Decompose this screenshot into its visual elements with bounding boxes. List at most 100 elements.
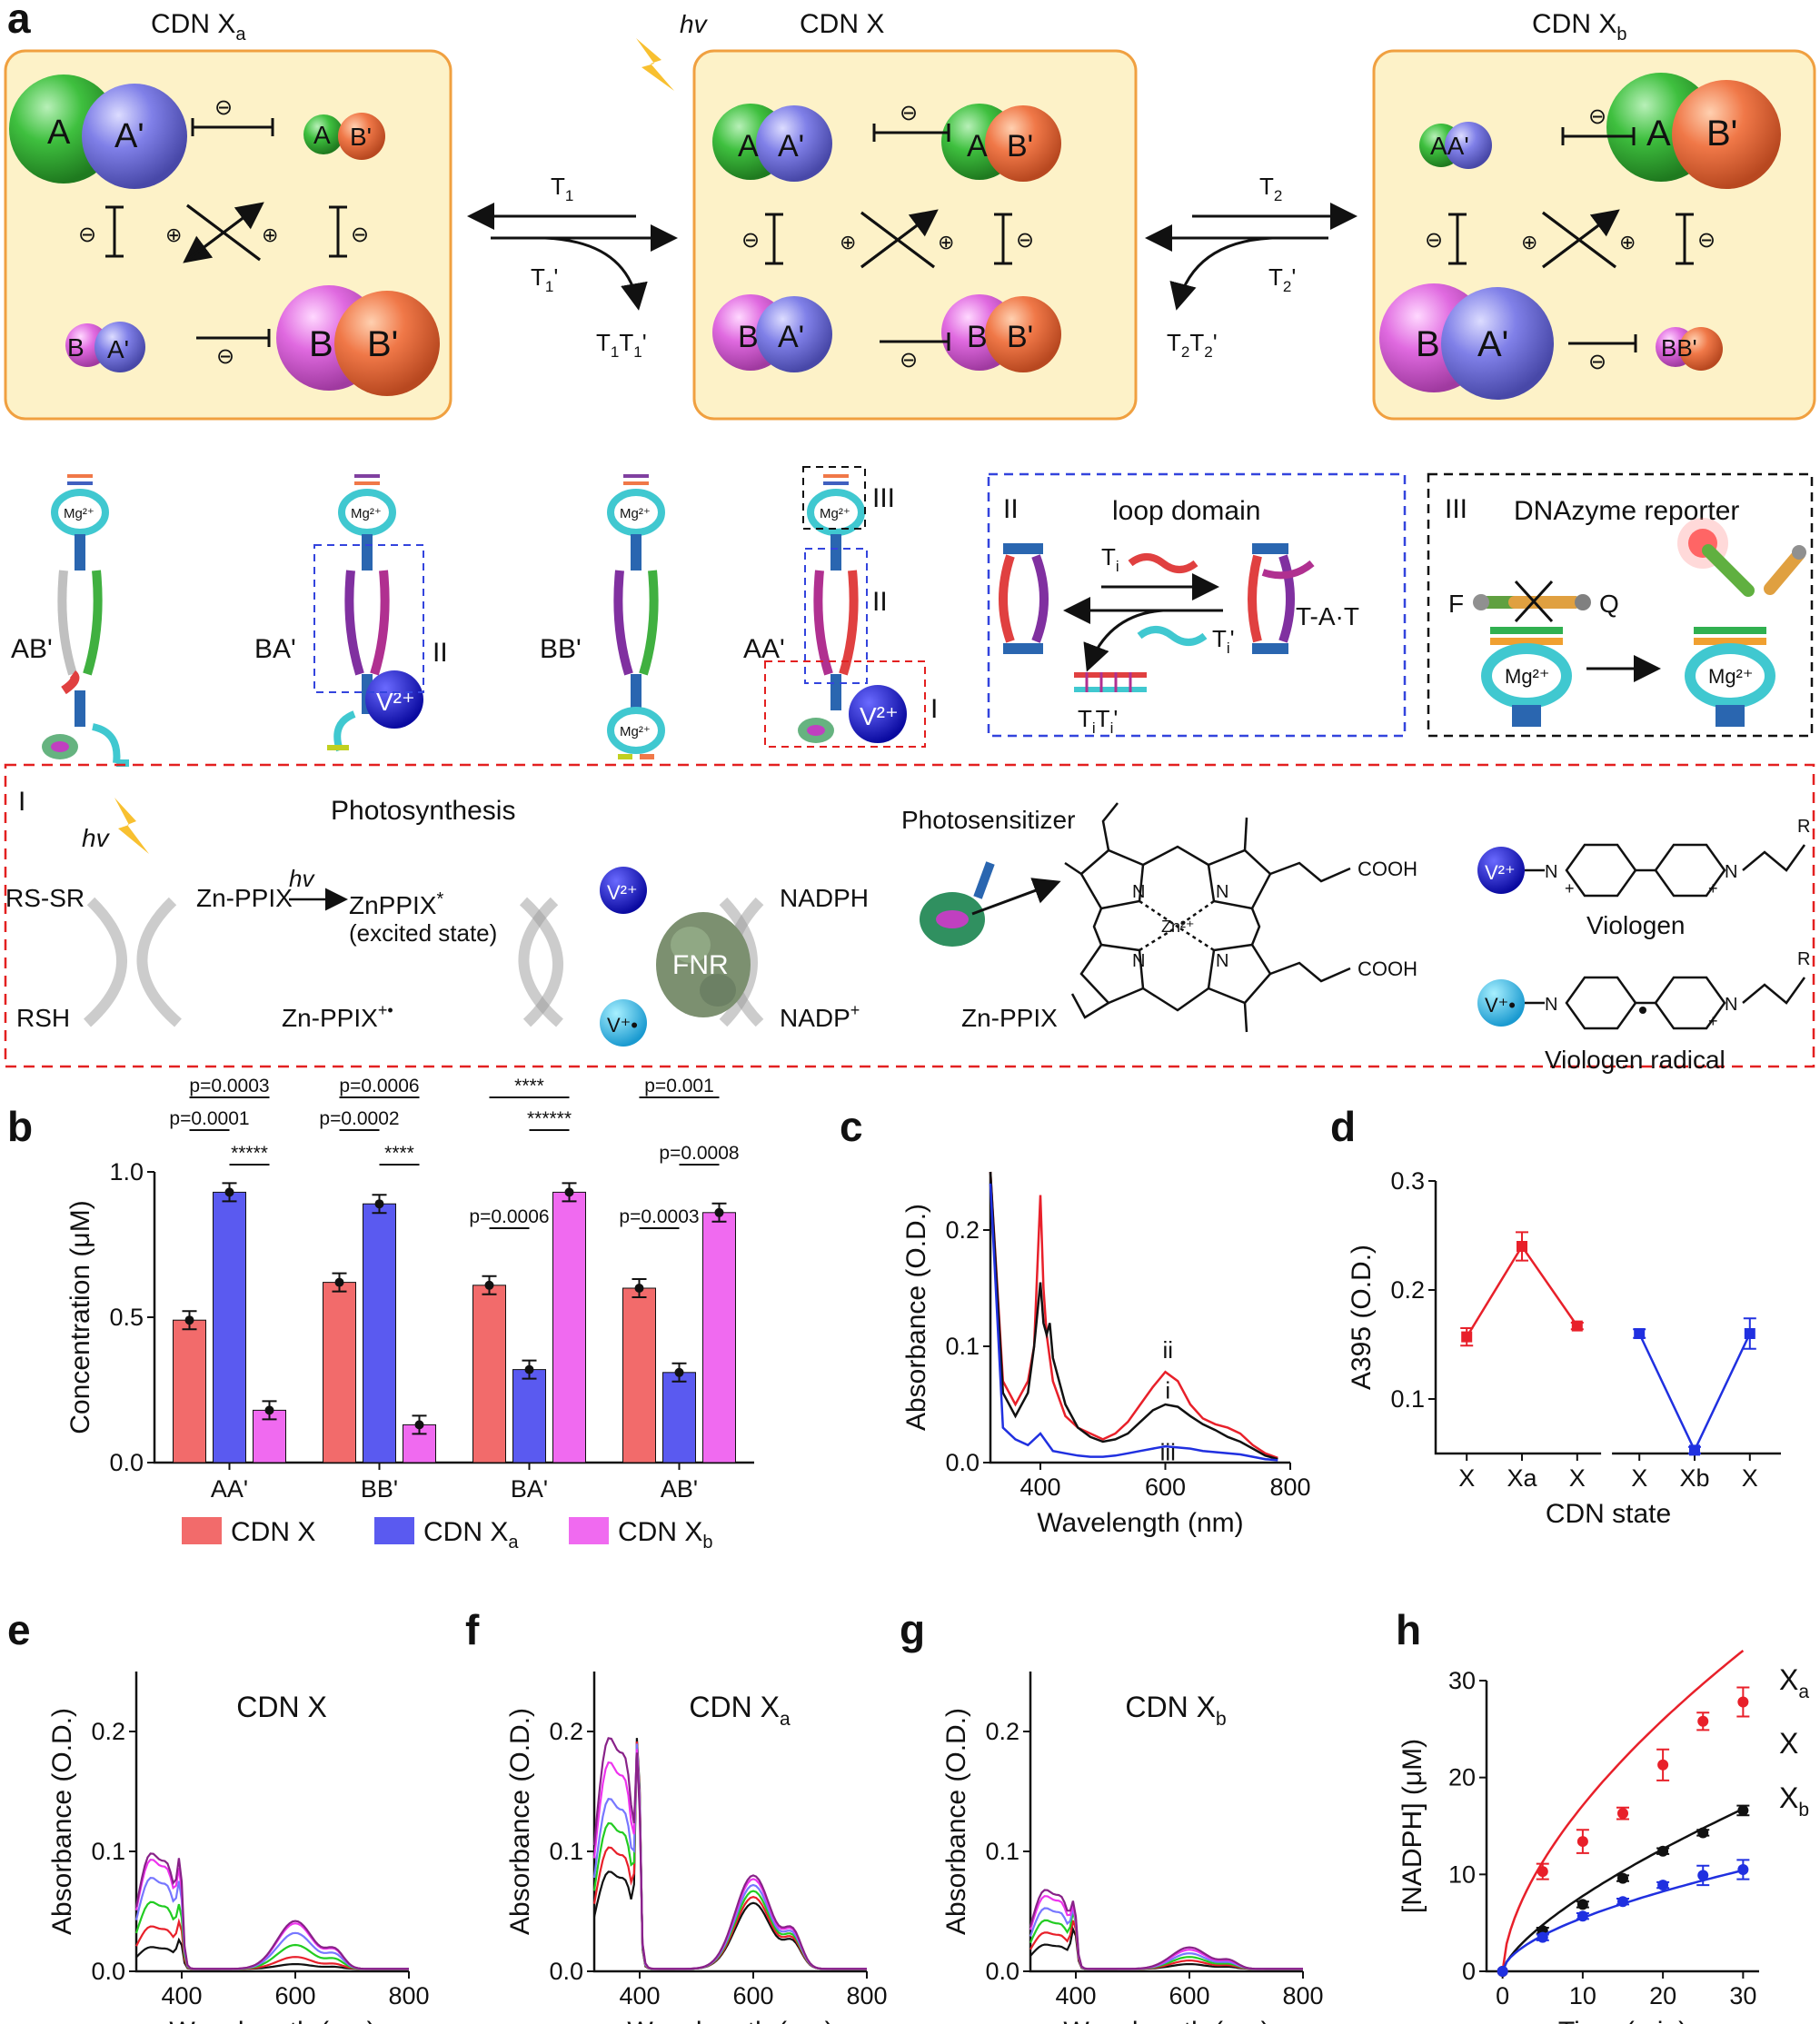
x-axis-label: CDN state xyxy=(1546,1499,1671,1529)
zn2-label: Zn²⁺ xyxy=(1161,918,1195,936)
series-label: Xa xyxy=(1779,1663,1809,1702)
construct-label-ABp: AB' xyxy=(11,634,53,664)
loop-domain-title: loop domain xyxy=(1112,496,1260,526)
axis-break xyxy=(1601,1446,1613,1461)
roman-II: II xyxy=(1003,494,1019,524)
znppix-star-label: ZnPPIX* xyxy=(349,889,443,919)
y-tick-label: 10 xyxy=(1448,1860,1476,1888)
x-tick-label: 400 xyxy=(161,1982,202,2009)
significance-label: p=0.0002 xyxy=(319,1108,399,1129)
node-label: B xyxy=(67,333,85,362)
node-label: B' xyxy=(1007,129,1033,164)
plus-label: + xyxy=(1708,1012,1718,1030)
axis-line xyxy=(1485,1681,1759,1973)
loop-open-glyph xyxy=(999,543,1049,654)
T2T2p-label: T2T2' xyxy=(1167,329,1218,361)
node-label: A xyxy=(47,114,71,152)
dnazyme-title: DNAzyme reporter xyxy=(1514,496,1739,526)
inhibit-symbol: ⊖ xyxy=(900,101,918,125)
activate-symbol: ⊕ xyxy=(1619,231,1636,253)
significance-label: p=0.0008 xyxy=(659,1143,739,1164)
lightning-icon xyxy=(636,38,674,91)
R-label: R xyxy=(1797,817,1810,837)
data-point xyxy=(564,1187,574,1197)
R-label: R xyxy=(1797,949,1810,969)
mg-label: Mg²⁺ xyxy=(1708,665,1754,688)
T1-label: T1 xyxy=(551,173,573,204)
data-point xyxy=(1737,1696,1749,1708)
sphere-Ap xyxy=(82,84,187,189)
bar xyxy=(472,1285,506,1463)
data-point xyxy=(1657,1759,1669,1771)
y-tick-label: 0.1 xyxy=(91,1838,125,1865)
node-label: A' xyxy=(107,335,129,363)
activate-symbol: ⊕ xyxy=(165,223,182,246)
znppix-label: Zn-PPIX xyxy=(196,884,293,912)
y-tick-label: 0.2 xyxy=(985,1718,1019,1745)
x-tick-label: 400 xyxy=(1019,1473,1060,1501)
construct-ABp: Mg²⁺ xyxy=(42,474,129,767)
activate-symbol: ⊕ xyxy=(1521,231,1537,253)
y-tick-label: 0.1 xyxy=(1390,1385,1425,1413)
node-label: AA' xyxy=(1430,132,1469,160)
photosynthesis-title: Photosynthesis xyxy=(331,796,515,826)
axis-line xyxy=(1434,1181,1781,1455)
y-tick-label: 0.5 xyxy=(109,1304,144,1331)
porphyrin-structure xyxy=(1064,802,1351,1033)
T1p-label: T1' xyxy=(531,263,558,295)
bar xyxy=(552,1191,586,1463)
roman-III: III xyxy=(1445,494,1467,524)
curve-label: ii xyxy=(1162,1336,1173,1364)
fnr-protein-icon xyxy=(656,912,751,1017)
data-point xyxy=(184,1315,194,1325)
data-point xyxy=(524,1364,534,1374)
loop-closed-glyph xyxy=(1248,543,1315,654)
node-label: B xyxy=(309,324,333,364)
y-tick-label: 0.1 xyxy=(945,1333,980,1360)
data-point xyxy=(1497,1966,1508,1977)
node-label: B xyxy=(967,320,988,354)
x-axis-label: Wavelength (nm) xyxy=(1063,2017,1269,2024)
inhibit-symbol: ⊖ xyxy=(1588,350,1606,374)
bar xyxy=(173,1319,206,1463)
significance-label: **** xyxy=(384,1143,414,1164)
y-axis-label: Concentration (μM) xyxy=(65,1200,95,1434)
x-tick-label: 400 xyxy=(1055,1982,1096,2009)
x-tick-label: 0 xyxy=(1496,1982,1509,2009)
state-title-mid: CDN X xyxy=(800,9,884,39)
sphere-Ap xyxy=(94,322,145,372)
category-label: BB' xyxy=(361,1475,398,1503)
viologen-radical-structure xyxy=(1525,976,1806,1030)
activate-symbol: ⊕ xyxy=(938,231,954,253)
x-tick-label: 800 xyxy=(1269,1473,1310,1501)
legend-swatch xyxy=(182,1517,222,1544)
data-point xyxy=(1571,1320,1583,1332)
photosensitizer-label: Photosensitizer xyxy=(901,806,1075,834)
chart-b: 0.0 0.5 1.0 Concentration (μM) AA' BB' BA' AB' p… xyxy=(65,1076,754,1553)
node-label: B' xyxy=(367,324,398,364)
vrad-label: V⁺• xyxy=(607,1014,638,1037)
hv-label-2: hv xyxy=(289,865,315,892)
plus-label: + xyxy=(1565,879,1575,898)
data-point xyxy=(1744,1328,1755,1339)
N-label: N xyxy=(1132,882,1145,902)
data-point xyxy=(1537,1931,1548,1943)
node-label: A xyxy=(967,129,988,164)
chart-g: 0.0 0.1 0.2 400 600 800 Wavelength (nm) Absorba… xyxy=(941,1672,1324,2024)
nadph-label: NADPH xyxy=(780,884,869,912)
series-line xyxy=(134,1876,409,1970)
y-tick-label: 0.0 xyxy=(985,1958,1019,1985)
dnazyme-before: Mg²⁺ xyxy=(1473,580,1591,727)
N-label: N xyxy=(1216,882,1228,902)
data-point xyxy=(1617,1872,1628,1884)
roman-II: II xyxy=(872,587,888,617)
data-point xyxy=(1657,1880,1669,1891)
curve-label: iii xyxy=(1160,1438,1176,1465)
N-label: N xyxy=(1216,951,1228,971)
series-line xyxy=(134,1852,409,1970)
roman-I: I xyxy=(18,787,25,817)
v2-label: V²⁺ xyxy=(1485,861,1516,884)
v2-label: V²⁺ xyxy=(607,881,638,904)
charts-layer: 0.0 0.5 1.0 Concentration (μM) AA' BB' BA' AB' p… xyxy=(47,1076,1809,2024)
